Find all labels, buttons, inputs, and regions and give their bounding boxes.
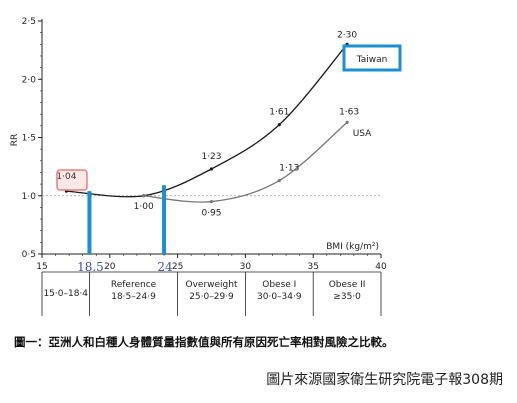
series-name-usa: USA: [353, 129, 372, 139]
data-label: 1·61: [269, 108, 289, 118]
data-point: [142, 194, 146, 198]
y-tick-label: 0·5: [22, 250, 36, 260]
series-lines: [64, 42, 349, 204]
category-range: 25·0–29·9: [189, 292, 234, 302]
category-bands: 15·0–18·4 Reference 18·5–24·9 Overweight 25·…: [41, 271, 382, 316]
data-label: 1·63: [339, 107, 359, 117]
highlight-label: 24: [157, 260, 173, 274]
highlight-markers: 18.5 24: [77, 185, 173, 274]
data-label: 0·95: [201, 209, 221, 219]
data-point: [277, 123, 281, 127]
highlight-label: 18.5: [77, 260, 104, 274]
series-line-usa: [143, 121, 348, 203]
category-name: Obese II: [329, 280, 366, 290]
y-tick-label: 2·0: [22, 75, 37, 85]
category-name: Reference: [111, 280, 157, 290]
series-line-taiwan: [66, 43, 348, 198]
y-tick-label: 1·0: [22, 192, 37, 202]
series-name-taiwan: Taiwan: [356, 55, 388, 65]
x-tick-label: 35: [307, 262, 318, 272]
category-range: 15·0–18·4: [43, 289, 88, 299]
highlight-box-1-04: [56, 169, 88, 191]
data-label: 1·00: [134, 202, 154, 212]
data-point: [209, 167, 214, 171]
data-labels: 1·04 1·00 1·23 1·61 2·30 0·95 1·13 1·63 Taiwan US…: [56, 30, 402, 219]
image-source: 圖片來源國家衛生研究院電子報308期: [266, 372, 503, 388]
category-range: 18·5–24·9: [111, 292, 156, 302]
x-tick-label: 25: [172, 262, 183, 272]
x-tick-label: 30: [240, 262, 252, 272]
x-axis-label: BMI (kg/m²): [326, 242, 379, 252]
y-tick-label: 2·5: [22, 17, 36, 27]
data-label: 1·04: [56, 172, 76, 182]
taiwan-label-box: [342, 44, 402, 72]
x-tick-label: 15: [36, 262, 47, 272]
data-label: 2·30: [337, 30, 357, 40]
data-point: [345, 120, 349, 124]
bmi-rr-chart: 0·5 1·0 1·5 2·0 2·5 RR 15 20 25 30 35 40 BMI (kg/m²)…: [10, 17, 402, 316]
category-range: ≥35·0: [333, 292, 361, 302]
data-point: [209, 199, 214, 204]
x-tick-label: 40: [375, 262, 387, 272]
category-name: Overweight: [186, 280, 238, 290]
y-axis-label: RR: [10, 134, 20, 147]
data-label: 1·13: [279, 164, 299, 174]
x-tick-label: 20: [104, 262, 116, 272]
figure-caption: 圖一：亞洲人和白種人身體質量指數值與所有原因死亡率相對風險之比較。: [14, 335, 394, 349]
y-tick-label: 1·5: [22, 134, 36, 144]
category-name: Obese I: [262, 280, 296, 290]
category-range: 30·0–34·9: [257, 292, 302, 302]
axes: 0·5 1·0 1·5 2·0 2·5 RR 15 20 25 30 35 40 BMI (kg/m²): [10, 17, 387, 272]
data-label: 1·23: [201, 152, 221, 162]
data-point: [277, 179, 281, 183]
